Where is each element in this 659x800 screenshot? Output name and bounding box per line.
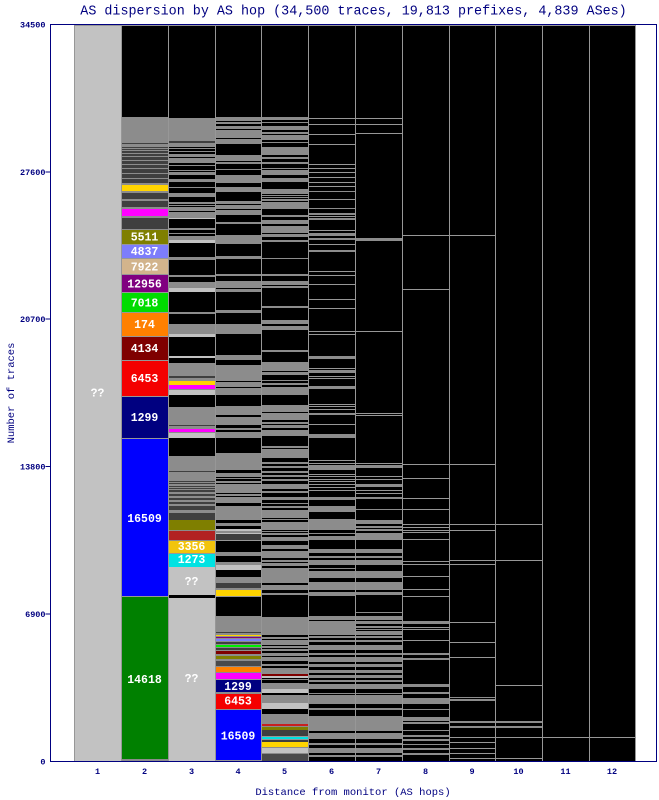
svg-text:3356: 3356 — [178, 541, 206, 554]
svg-text:1299: 1299 — [131, 412, 159, 425]
svg-text:7018: 7018 — [131, 297, 159, 310]
svg-text:12956: 12956 — [127, 278, 162, 291]
svg-text:13800: 13800 — [20, 463, 46, 473]
svg-text:??: ?? — [91, 388, 105, 401]
svg-text:AS dispersion by AS hop (34,50: AS dispersion by AS hop (34,500 traces, … — [80, 5, 626, 20]
svg-text:10: 10 — [513, 767, 523, 777]
svg-text:27600: 27600 — [20, 168, 46, 178]
svg-text:3: 3 — [189, 767, 194, 777]
svg-text:7: 7 — [376, 767, 381, 777]
svg-text:5: 5 — [282, 767, 287, 777]
svg-text:2: 2 — [142, 767, 147, 777]
svg-text:16509: 16509 — [221, 730, 256, 743]
svg-text:1273: 1273 — [178, 554, 206, 567]
svg-text:4134: 4134 — [131, 343, 159, 356]
svg-text:0: 0 — [40, 758, 45, 768]
svg-text:9: 9 — [469, 767, 474, 777]
svg-text:11: 11 — [560, 767, 570, 777]
svg-text:5511: 5511 — [131, 232, 159, 245]
svg-text:4837: 4837 — [131, 246, 159, 259]
svg-text:4: 4 — [235, 767, 240, 777]
svg-text:174: 174 — [134, 319, 155, 332]
svg-text:7922: 7922 — [131, 261, 159, 274]
svg-text:16509: 16509 — [127, 513, 162, 526]
svg-text:6900: 6900 — [25, 610, 45, 620]
svg-text:??: ?? — [185, 673, 199, 686]
svg-text:14618: 14618 — [127, 674, 162, 687]
svg-text:34500: 34500 — [20, 21, 46, 31]
svg-text:1299: 1299 — [224, 681, 252, 694]
svg-text:??: ?? — [185, 576, 199, 589]
svg-text:12: 12 — [607, 767, 617, 777]
svg-text:20700: 20700 — [20, 315, 46, 325]
svg-text:6453: 6453 — [224, 696, 252, 709]
svg-text:Number of traces: Number of traces — [6, 343, 18, 444]
svg-text:Distance from monitor (AS hops: Distance from monitor (AS hops) — [255, 787, 450, 799]
svg-text:6: 6 — [329, 767, 334, 777]
svg-text:6453: 6453 — [131, 373, 159, 386]
svg-text:8: 8 — [423, 767, 428, 777]
svg-text:1: 1 — [95, 767, 100, 777]
